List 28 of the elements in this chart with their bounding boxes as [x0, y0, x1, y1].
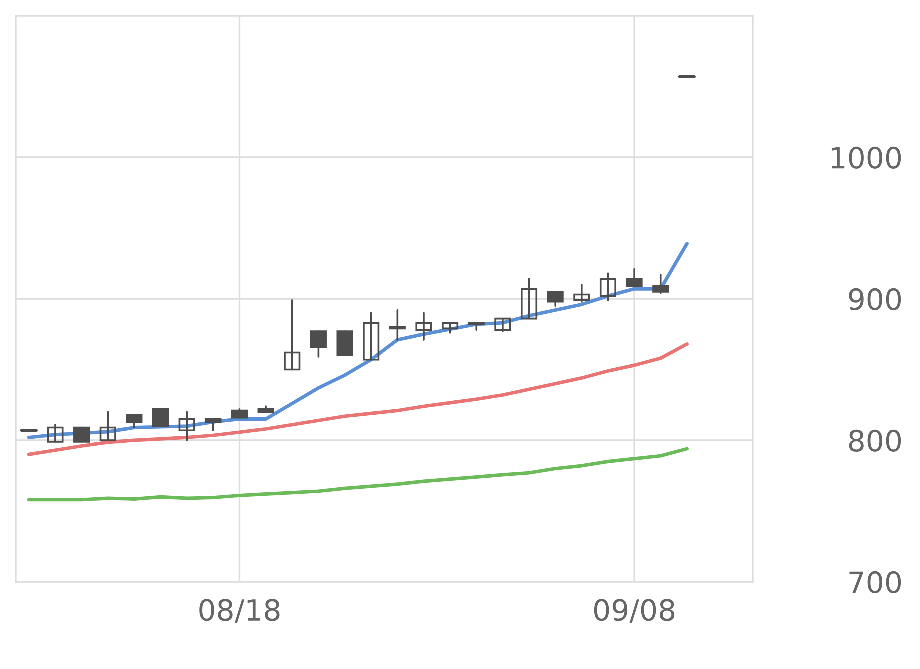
line-series: [27, 447, 689, 502]
candlestick: [442, 322, 459, 334]
x-tick-label: 08/18: [200, 599, 280, 624]
candlestick: [416, 312, 432, 341]
candlestick: [574, 284, 590, 303]
candlestick: [310, 330, 327, 358]
candlestick: [626, 268, 643, 288]
candlestick: [547, 291, 564, 307]
candlestick: [152, 408, 170, 428]
y-tick-label: 700: [850, 571, 902, 594]
x-tick-label: 09/08: [594, 599, 675, 624]
candlestick: [494, 318, 512, 332]
y-tick-label: 900: [849, 288, 902, 310]
y-tick-label: 800: [849, 430, 902, 452]
candlestick: [363, 312, 380, 361]
y-tick-label: 1000: [832, 146, 902, 169]
candlestick: [178, 411, 196, 442]
line-series: [27, 342, 689, 456]
candlestick: [520, 278, 538, 320]
candlestick: [652, 274, 670, 294]
candlestick: [600, 272, 617, 302]
candlestick: [126, 414, 143, 429]
candlestick: [284, 300, 301, 371]
candlestick: [74, 426, 90, 443]
candlestick: [100, 411, 116, 442]
candlestick: [389, 309, 406, 341]
candlestick: [205, 418, 222, 432]
candlestick: [47, 424, 64, 443]
